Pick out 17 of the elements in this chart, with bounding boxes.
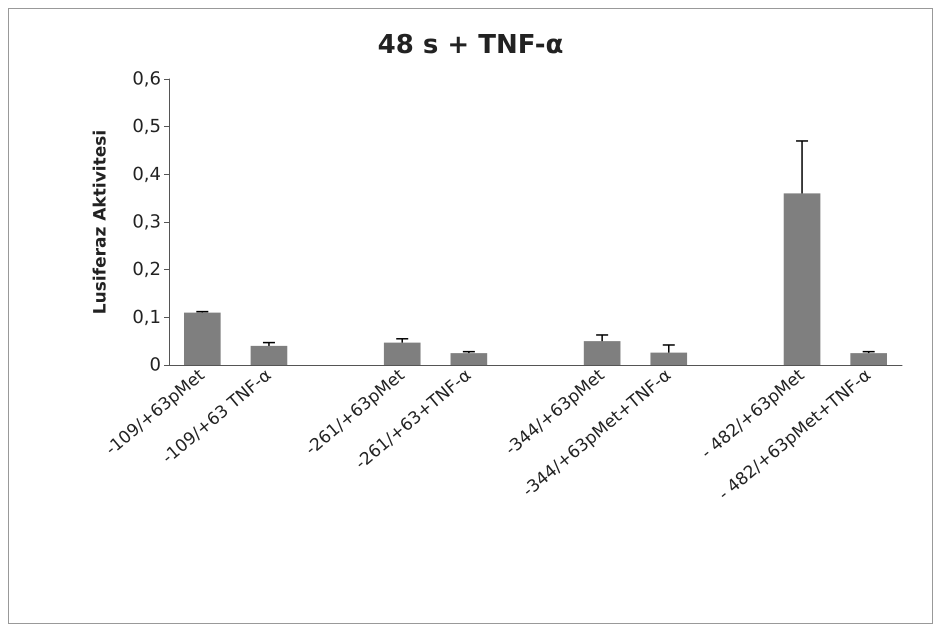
y-tick-label: 0,6	[132, 68, 161, 90]
bar	[584, 341, 620, 365]
chart-title: 48 s + TNF-α	[378, 30, 564, 60]
bar	[250, 346, 288, 365]
bar	[450, 353, 488, 365]
bar	[384, 342, 421, 365]
y-tick-label: 0	[150, 354, 161, 376]
y-tick-label: 0,2	[132, 259, 161, 280]
y-tick-label: 0,4	[132, 164, 161, 185]
y-tick-label: 0,1	[132, 306, 161, 328]
bar	[184, 312, 221, 365]
bar	[650, 352, 688, 365]
y-tick-label: 0,3	[132, 212, 161, 232]
bar	[784, 193, 820, 365]
y-tick-label: 0,5	[132, 116, 161, 138]
y-axis-title: Lusiferaz Aktivitesi	[90, 130, 110, 314]
bar	[850, 353, 888, 365]
